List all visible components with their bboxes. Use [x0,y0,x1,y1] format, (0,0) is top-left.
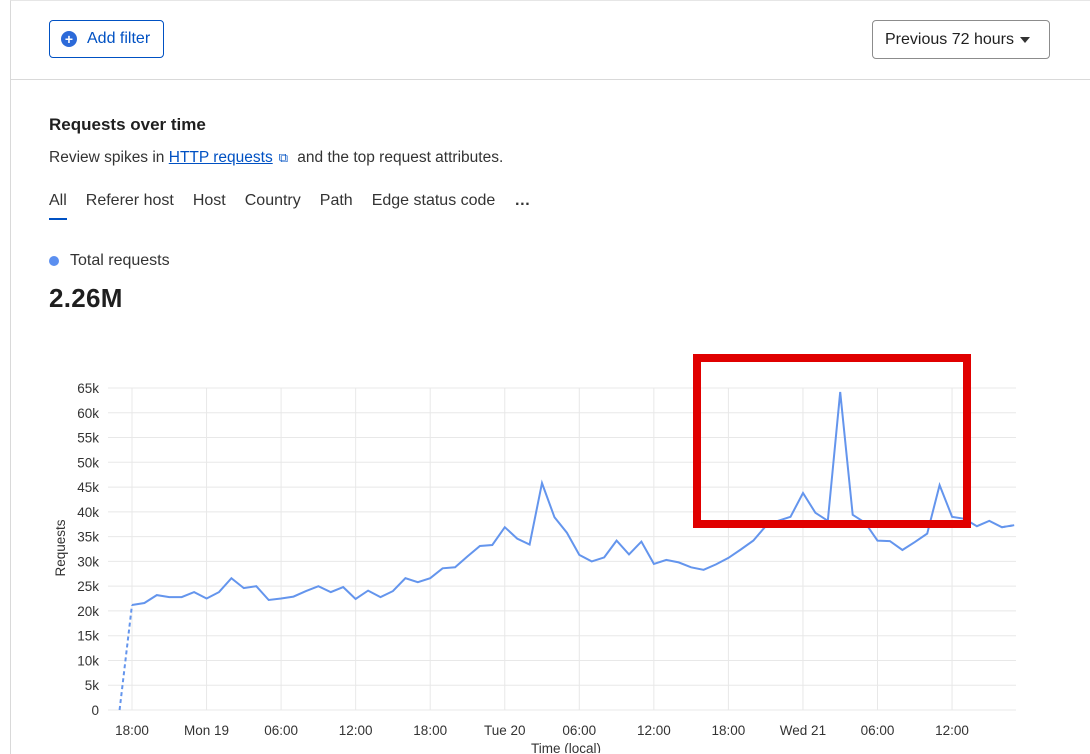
y-tick-label: 30k [77,554,99,569]
x-tick-label: Wed 21 [780,723,826,738]
y-tick-label: 45k [77,480,99,495]
x-tick-label: 18:00 [115,723,149,738]
y-tick-label: 10k [77,653,99,668]
series-line-dashed [120,605,132,710]
x-tick-label: 18:00 [712,723,746,738]
y-tick-label: 60k [77,406,99,421]
series-line-total-requests [132,392,1014,605]
y-tick-label: 5k [85,678,100,693]
y-tick-label: 15k [77,629,99,644]
x-tick-label: 12:00 [935,723,969,738]
y-tick-label: 25k [77,579,99,594]
x-tick-label: 12:00 [637,723,671,738]
y-tick-label: 20k [77,604,99,619]
x-tick-label: Mon 19 [184,723,229,738]
x-axis-label: Time (local) [531,741,601,753]
y-axis-label: Requests [53,519,68,576]
y-tick-label: 65k [77,381,99,396]
y-tick-label: 50k [77,455,99,470]
x-tick-label: 18:00 [413,723,447,738]
y-tick-label: 40k [77,505,99,520]
highlight-box [697,358,967,524]
x-tick-label: 06:00 [264,723,298,738]
y-tick-label: 35k [77,530,99,545]
x-tick-label: Tue 20 [484,723,526,738]
y-tick-label: 0 [91,703,99,718]
x-tick-label: 12:00 [339,723,373,738]
x-tick-label: 06:00 [562,723,596,738]
y-tick-label: 55k [77,431,99,446]
x-tick-label: 06:00 [861,723,895,738]
